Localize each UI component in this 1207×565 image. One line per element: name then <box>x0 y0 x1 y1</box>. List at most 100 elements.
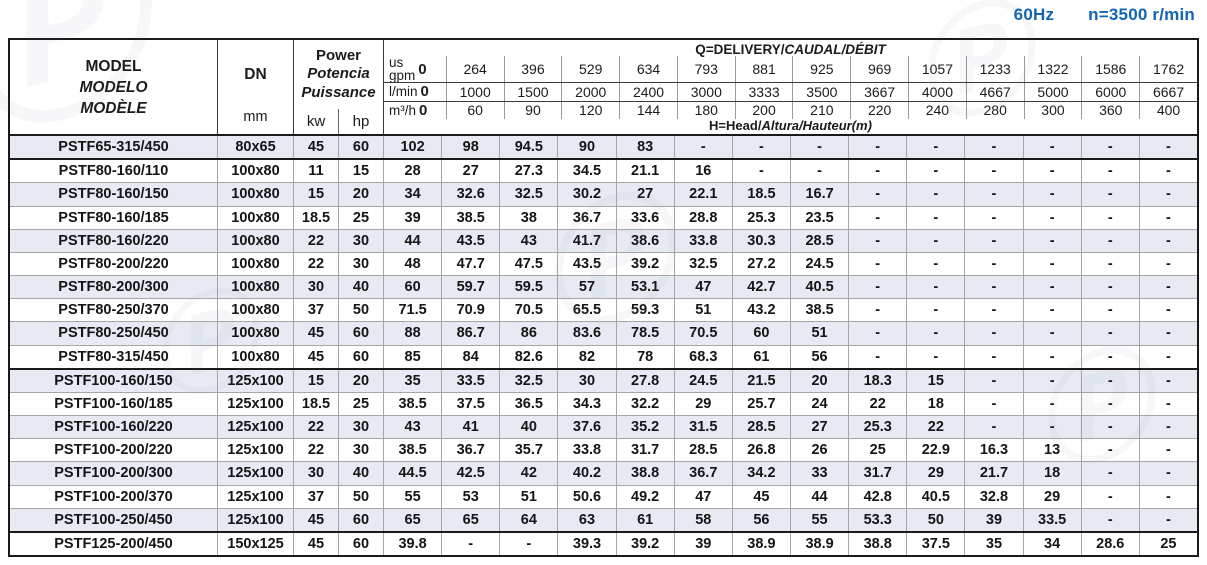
head-value-cell: 25.7 <box>733 392 791 416</box>
head-value-cell: - <box>907 345 966 368</box>
head-value-cell: 102 <box>384 136 443 159</box>
model-cell: PSTF80-250/450 <box>10 322 218 345</box>
head-value-cell: - <box>907 322 966 345</box>
table-row: PSTF100-200/220 125x100 22 30 38.5 36.7 … <box>10 439 1197 463</box>
head-value-cell: - <box>907 252 966 276</box>
head-value-cell: 23.5 <box>791 206 850 229</box>
head-value-cell: 55 <box>384 485 443 508</box>
head-value-cell: - <box>1024 206 1082 229</box>
head-value-cell: 36.7 <box>558 206 617 229</box>
head-value-cell: - <box>1024 345 1082 368</box>
head-value-cell: 38.5 <box>791 299 850 322</box>
head-value-cell: 30.3 <box>733 229 791 252</box>
flow-value-cell: 90 <box>503 101 562 119</box>
head-value-cell: 56 <box>791 345 850 368</box>
head-value-cell: 47.5 <box>500 252 559 276</box>
flow-unit-row: l/min 0 1000 1500 2000 2400 <box>384 82 1197 101</box>
hp-cell: 50 <box>339 299 384 322</box>
table-header: MODEL MODELO MODÈLE DN mm Power Potencia… <box>10 40 1197 136</box>
head-value-cell: 85 <box>384 345 443 368</box>
flow-zero-value: 0 <box>418 60 427 78</box>
head-value-cell: - <box>675 136 733 159</box>
table-row: PSTF80-160/220 100x80 22 30 44 43.5 43 4… <box>10 229 1197 253</box>
head-value-cell: - <box>1082 299 1140 322</box>
head-value-cell: - <box>791 136 850 159</box>
head-value-cell: 34 <box>1024 532 1082 556</box>
flow-value-cell: 1000 <box>445 83 504 101</box>
head-value-cell: 16.7 <box>791 183 850 206</box>
head-value-cell: - <box>1024 276 1082 299</box>
head-value-cell: 88 <box>384 322 443 345</box>
head-value-cell: 18.3 <box>849 369 908 392</box>
dn-cell: 100x80 <box>218 345 294 368</box>
head-value-cell: 28 <box>384 160 443 183</box>
flow-value-cell: 634 <box>619 56 677 82</box>
head-value-cell: 43 <box>500 229 559 252</box>
head-value-cell: 78.5 <box>617 322 675 345</box>
head-value-cell: - <box>849 229 908 252</box>
head-value-cell: 39.3 <box>558 532 617 556</box>
model-column-header: MODEL MODELO MODÈLE <box>10 40 218 134</box>
head-value-cell: 98 <box>442 136 501 159</box>
flow-unit-label-top: us <box>389 55 404 70</box>
flow-unit-label: l/min <box>389 84 418 100</box>
head-value-cell: 13 <box>1024 439 1082 462</box>
head-value-cell: - <box>907 229 966 252</box>
head-value-cell: 38.8 <box>617 462 675 485</box>
head-value-cell: 29 <box>1024 485 1082 508</box>
model-cell: PSTF65-315/450 <box>10 136 218 159</box>
head-value-cell: 42.5 <box>442 462 501 485</box>
head-value-cell: - <box>907 206 966 229</box>
kw-cell: 18.5 <box>294 206 339 229</box>
hp-cell: 30 <box>339 439 384 462</box>
head-value-cell: 24.5 <box>675 369 733 392</box>
head-value-cell: 33.5 <box>442 369 501 392</box>
flow-value-cell: 969 <box>850 56 908 82</box>
head-value-cell: 27 <box>791 416 850 439</box>
head-value-cell: 83 <box>617 136 675 159</box>
model-cell: PSTF100-160/150 <box>10 369 218 392</box>
head-value-cell: 51 <box>791 322 850 345</box>
head-value-cell: - <box>1165 465 1171 482</box>
dn-cell: 100x80 <box>218 252 294 276</box>
head-value-cell: 34 <box>384 183 443 206</box>
model-cell: PSTF125-200/450 <box>10 532 218 556</box>
flow-value-cell: 120 <box>561 101 619 119</box>
head-value-cell: 53.1 <box>617 276 675 299</box>
flow-value-cell: 3333 <box>734 83 793 101</box>
head-value-cell: 84 <box>442 345 501 368</box>
speed-label: n=3500 r/min <box>1088 5 1195 24</box>
table-row: PSTF100-160/220 125x100 22 30 43 41 40 3… <box>10 416 1197 440</box>
head-value-cell: 65 <box>384 508 443 531</box>
model-cell: PSTF80-160/110 <box>10 160 218 183</box>
head-value-cell: 86 <box>500 322 559 345</box>
flow-unit-label: m³/h <box>389 102 416 118</box>
head-value-cell: 33.6 <box>617 206 675 229</box>
flow-value-cell: 6667 <box>1139 83 1197 101</box>
head-value-cell: 32.2 <box>617 392 675 416</box>
head-value-cell: 28.5 <box>791 229 850 252</box>
flow-value-cell: 396 <box>503 56 562 82</box>
dn-cell: 100x80 <box>218 276 294 299</box>
head-value-cell: 15 <box>907 369 966 392</box>
head-value-cell: 36.5 <box>500 392 559 416</box>
power-label-fr: Puissance <box>301 83 376 101</box>
model-cell: PSTF80-250/370 <box>10 299 218 322</box>
head-value-cell: 18.5 <box>733 183 791 206</box>
dn-cell: 125x100 <box>218 439 294 462</box>
head-value-cell: - <box>965 345 1024 368</box>
flow-value-cell: 793 <box>676 56 735 82</box>
head-value-cell: 32.5 <box>500 369 559 392</box>
head-value-cell: 38.5 <box>384 439 443 462</box>
head-value-cell: 83.6 <box>558 322 617 345</box>
dn-cell: 100x80 <box>218 322 294 345</box>
head-value-cell: 82.6 <box>500 345 559 368</box>
hp-cell: 60 <box>339 532 384 556</box>
head-value-cell: - <box>1024 252 1082 276</box>
head-value-cell: - <box>1024 160 1082 183</box>
head-value-cell: 36.7 <box>675 462 733 485</box>
head-value-cell: - <box>1024 392 1082 416</box>
model-label-es: MODELO <box>79 78 148 96</box>
delivery-header-block: Q=DELIVERY/CAUDAL/DÉBIT us gpm 0 <box>384 40 1197 134</box>
flow-value-cell: 300 <box>1023 101 1082 119</box>
